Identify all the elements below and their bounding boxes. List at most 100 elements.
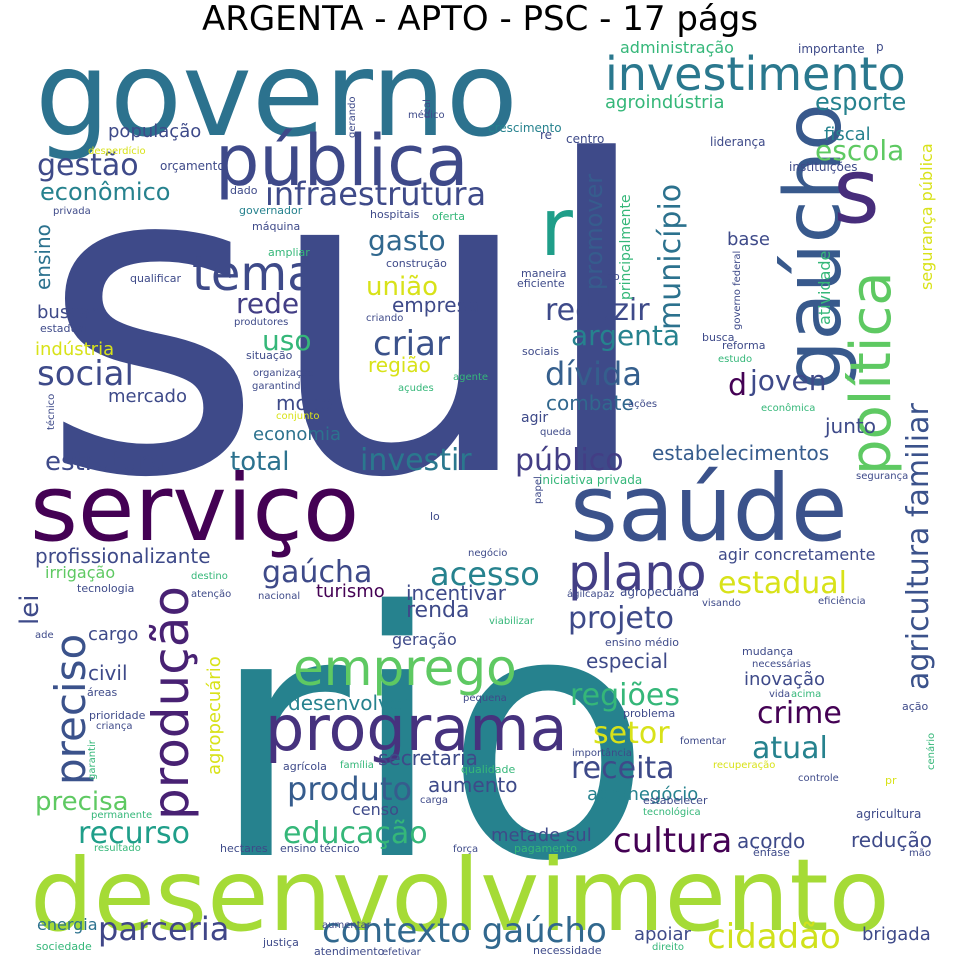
word-população: população <box>108 121 201 142</box>
word-estrutura: estrutura <box>45 447 165 477</box>
word-controle: controle <box>798 773 839 784</box>
word-principalmente: principalmente <box>618 194 634 300</box>
word-sociais: sociais <box>522 345 559 358</box>
word-organização: organização <box>253 368 314 379</box>
word-família: família <box>340 759 374 771</box>
word-região: região <box>368 353 431 377</box>
word-indústria: indústria <box>35 339 114 360</box>
word-base: base <box>727 229 770 250</box>
word-ensino-técnico: ensino técnico <box>280 842 360 855</box>
word-permanente: permanente <box>91 810 152 821</box>
word-tecnologia: tecnologia <box>77 582 134 595</box>
word-privada: privada <box>53 206 91 217</box>
word-iniciativa-privada: iniciativa privada <box>539 473 642 487</box>
word-geração: geração <box>392 630 457 649</box>
word-negócio: negócio <box>468 547 507 559</box>
word-projeto: projeto <box>568 601 674 636</box>
word-garantindo: garantindo <box>252 381 307 392</box>
word-sociedade: sociedade <box>36 940 92 953</box>
word-sul: sul <box>40 72 656 572</box>
word-criança: criança <box>96 721 132 732</box>
word-emprego: emprego <box>293 639 517 697</box>
word-segurança: segurança <box>856 471 908 482</box>
word-argenta: argenta <box>571 319 680 352</box>
word-receita: receita <box>571 751 675 786</box>
word-metade-sul: metade sul <box>491 825 592 846</box>
word-serviço: serviço <box>30 455 359 562</box>
word-renda: renda <box>406 598 470 623</box>
word-reforma: reforma <box>722 339 765 352</box>
word-destino: destino <box>191 571 228 582</box>
word-união: união <box>366 272 438 302</box>
word-atual: atual <box>752 731 828 766</box>
word-infraestrutura: infraestrutura <box>265 175 486 213</box>
word-atenção: atenção <box>191 589 231 600</box>
word-ade: ade <box>35 630 54 641</box>
word-ensino: ensino <box>31 224 55 290</box>
word-modo: modo <box>276 391 333 415</box>
word-importante: importante <box>798 42 865 56</box>
word-atendimento: atendimento <box>314 945 385 958</box>
word-rio: rio <box>210 540 652 936</box>
word-segurança-pública: segurança pública <box>917 143 936 290</box>
word-áreas: áreas <box>87 686 118 699</box>
word-mercado: mercado <box>108 386 187 407</box>
word-econômico: econômico <box>40 178 170 206</box>
word-secretaria: secretaria <box>378 746 478 770</box>
word-ações: ações <box>628 399 657 410</box>
word-agricultura: agricultura <box>856 807 921 821</box>
chart-title: ARGENTA - APTO - PSC - 17 págs <box>201 0 759 39</box>
word-economia: economia <box>253 424 341 445</box>
word-ampliar: ampliar <box>268 246 310 259</box>
word-combate: combate <box>546 391 634 415</box>
word-plano: plano <box>568 544 707 602</box>
word-total: total <box>230 447 289 477</box>
word-p: p <box>876 40 884 54</box>
word-visando: visando <box>702 598 741 609</box>
word-açudes: açudes <box>398 383 434 394</box>
word-fiscal: fiscal <box>824 124 871 145</box>
word-lei: lei <box>15 595 45 625</box>
word-contexto-gaúcho: contexto gaúcho <box>322 911 607 951</box>
word-queda: queda <box>540 427 571 438</box>
word-pequena: pequena <box>463 693 507 704</box>
word-reduzir: reduzir <box>545 293 650 328</box>
word-agropecuário: agropecuário <box>204 656 225 775</box>
word-administração: administração <box>620 38 734 57</box>
word-uso: uso <box>262 324 311 357</box>
word-re: re <box>540 128 552 142</box>
word-estabelecimentos: estabelecimentos <box>652 441 829 465</box>
word-profissionalizante: profissionalizante <box>35 544 211 568</box>
word-viabilizar: viabilizar <box>489 616 535 627</box>
word-agir-concretamente: agir concretamente <box>718 545 875 564</box>
word-público: público <box>515 443 624 478</box>
word-governador: governador <box>239 204 303 217</box>
word-turismo: turismo <box>316 581 385 602</box>
word-hectares: hectares <box>220 842 268 855</box>
word-pública: pública <box>215 120 469 202</box>
word-estaduai: estaduai <box>40 322 87 335</box>
word-recurso: recurso <box>78 816 190 851</box>
word-produto: produto <box>287 770 412 808</box>
word-junto: junto <box>824 414 876 438</box>
word-escola: escola <box>815 134 904 167</box>
word-resultado: resultado <box>94 843 141 854</box>
word-governo: governo <box>35 25 518 163</box>
word-regiões: regiões <box>570 678 680 713</box>
word-busca: busca <box>702 331 734 344</box>
word-estabelecer: estabelecer <box>643 794 708 807</box>
word-necessidade: necessidade <box>533 944 602 957</box>
word-nacional: nacional <box>258 591 300 602</box>
word-gerando: gerando <box>347 96 358 138</box>
word-r: r <box>540 181 573 274</box>
word-agropecuária: agropecuária <box>620 585 699 599</box>
word-política: política <box>839 271 904 475</box>
word-pr: pr <box>885 774 897 787</box>
word-agricultura-familiar: agricultura familiar <box>901 402 936 690</box>
word-crescimento: crescimento <box>488 121 562 135</box>
word-força: força <box>453 844 478 855</box>
word-apoiar: apoiar <box>634 924 692 945</box>
word-aumento: aumento <box>428 773 517 797</box>
word-inovação: inovação <box>744 669 825 690</box>
